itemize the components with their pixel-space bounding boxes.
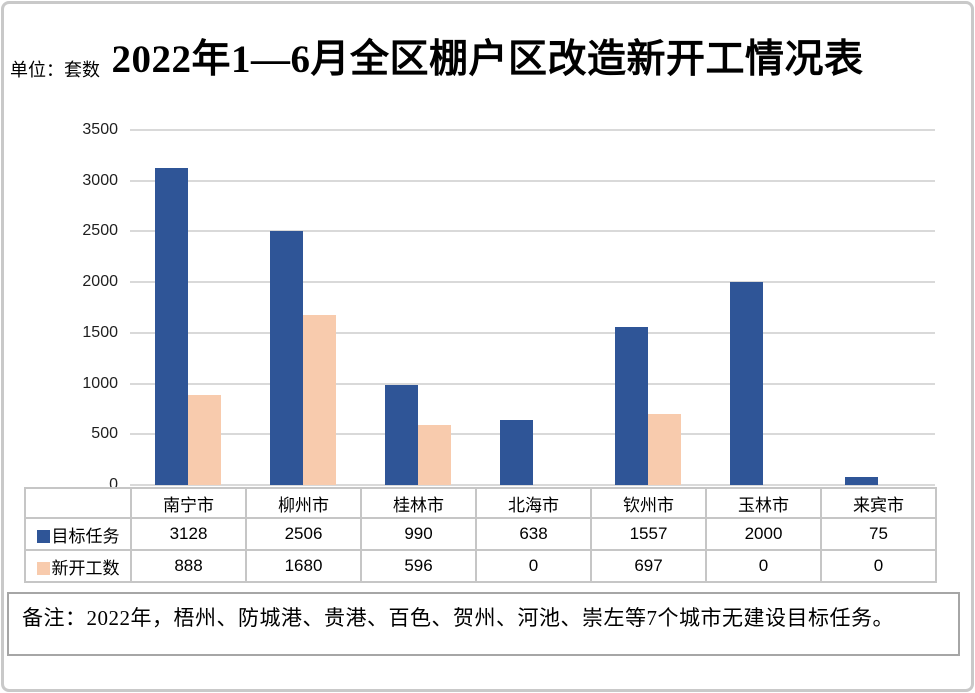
gridline — [130, 484, 935, 486]
gridline — [130, 433, 935, 436]
table-value: 0 — [820, 549, 937, 583]
note-text: 备注：2022年，梧州、防城港、贵港、百色、贺州、河池、崇左等7个城市无建设目标… — [22, 606, 894, 630]
table-corner-cell — [24, 487, 132, 519]
gridline — [130, 179, 935, 182]
category-header: 来宾市 — [820, 487, 937, 519]
y-axis-label: 2000 — [82, 273, 118, 291]
table-value: 990 — [360, 517, 477, 551]
table-value: 3128 — [130, 517, 247, 551]
table-value: 2000 — [705, 517, 822, 551]
y-axis-label: 0 — [109, 476, 118, 493]
y-axis-label: 2500 — [82, 222, 118, 240]
y-axis-label: 500 — [91, 425, 118, 443]
table-value: 0 — [475, 549, 592, 583]
category-header: 桂林市 — [360, 487, 477, 519]
series-label: 目标任务 — [24, 517, 132, 551]
table-value: 596 — [360, 549, 477, 583]
table-value: 1680 — [245, 549, 362, 583]
unit-label: 单位：套数 — [10, 60, 100, 80]
gridline — [130, 230, 935, 233]
bar-series1-cat1 — [302, 315, 336, 485]
table-value: 888 — [130, 549, 247, 583]
note-box: 备注：2022年，梧州、防城港、贵港、百色、贺州、河池、崇左等7个城市无建设目标… — [7, 592, 960, 656]
table-value: 638 — [475, 517, 592, 551]
gridline — [130, 331, 935, 334]
y-axis-label: 1500 — [82, 323, 118, 341]
bar-series0-cat2 — [384, 385, 418, 485]
bar-series0-cat4 — [614, 327, 648, 485]
table-value: 0 — [705, 549, 822, 583]
y-axis-label: 1000 — [82, 374, 118, 392]
table-value: 1557 — [590, 517, 707, 551]
bar-series0-cat1 — [269, 231, 303, 485]
bar-series0-cat5 — [729, 282, 763, 485]
bar-series0-cat0 — [154, 168, 188, 485]
table-value: 697 — [590, 549, 707, 583]
legend-key-icon — [36, 529, 50, 543]
y-axis-label: 3500 — [82, 121, 118, 138]
category-header: 北海市 — [475, 487, 592, 519]
data-table: 南宁市 柳州市 桂林市 北海市 钦州市 玉林市 来宾市 目标任务 3128 2506 990 638 1… — [24, 487, 937, 583]
y-axis-label: 3000 — [82, 171, 118, 189]
bar-series0-cat3 — [499, 420, 533, 485]
category-header: 玉林市 — [705, 487, 822, 519]
bar-series1-cat4 — [647, 414, 681, 485]
table-value: 2506 — [245, 517, 362, 551]
chart-title: 2022年1—6月全区棚户区改造新开工情况表 — [111, 38, 864, 81]
gridline — [130, 281, 935, 284]
legend-key-icon — [36, 561, 50, 575]
bar-series1-cat0 — [187, 395, 221, 485]
bar-series0-cat6 — [844, 477, 878, 485]
series-label: 新开工数 — [24, 549, 132, 583]
category-header: 柳州市 — [245, 487, 362, 519]
bar-series1-cat2 — [417, 425, 451, 485]
table-value: 75 — [820, 517, 937, 551]
category-header: 南宁市 — [130, 487, 247, 519]
gridline — [130, 129, 935, 131]
category-header: 钦州市 — [590, 487, 707, 519]
gridline — [130, 382, 935, 385]
